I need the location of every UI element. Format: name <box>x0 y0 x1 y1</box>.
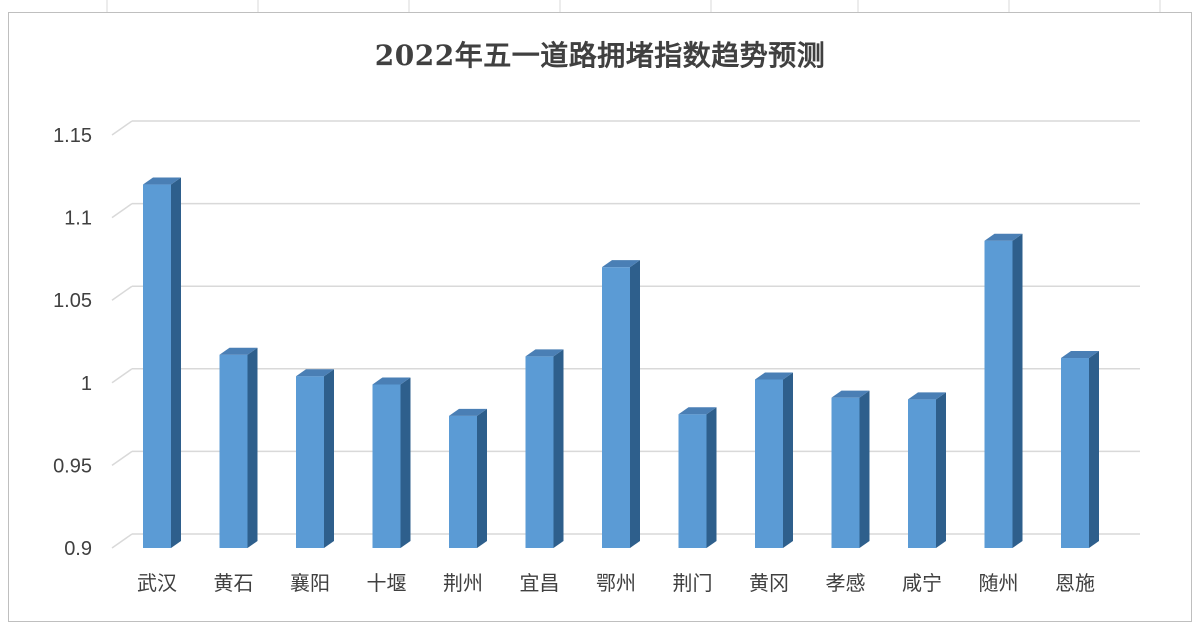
x-tick-label: 黄石 <box>214 571 254 595</box>
bar-side <box>553 349 564 548</box>
bar <box>449 415 477 548</box>
x-tick-label: 襄阳 <box>290 571 330 595</box>
bar <box>602 267 630 548</box>
bar <box>143 184 171 548</box>
gridline-depth <box>111 533 133 549</box>
y-tick-label: 1.1 <box>64 208 92 230</box>
bar-top <box>831 390 870 398</box>
gridline-depth <box>111 368 133 384</box>
y-tick-label: 0.9 <box>64 538 92 560</box>
bar-top <box>219 347 258 355</box>
gridline-depth <box>111 450 133 467</box>
y-tick-label: 1.15 <box>53 125 92 147</box>
x-tick-label: 随州 <box>979 571 1019 595</box>
bar <box>525 356 554 548</box>
bar-top <box>296 369 334 377</box>
x-tick-label: 荆州 <box>443 571 483 595</box>
bar-top <box>1061 351 1099 359</box>
x-tick-label: 黄冈 <box>749 571 789 595</box>
x-tick-label: 恩施 <box>1055 571 1095 595</box>
bar <box>984 240 1013 548</box>
top-gridlines <box>106 0 1161 12</box>
bar <box>678 414 707 548</box>
bar-top <box>602 260 640 268</box>
bar-top <box>143 177 181 185</box>
x-tick-label: 孝感 <box>826 571 866 595</box>
bar-side <box>783 372 793 548</box>
y-tick-label: 1 <box>81 373 92 395</box>
bar-side <box>859 390 870 548</box>
bar-top <box>372 377 411 385</box>
bar-top <box>984 233 1023 241</box>
bar-side <box>706 407 717 548</box>
gridline-depth <box>111 202 133 219</box>
x-tick-label: 武汉 <box>137 571 177 595</box>
bar-side <box>477 408 487 548</box>
bar-top <box>755 372 793 380</box>
x-tick-label: 荆门 <box>673 571 713 595</box>
bar-side <box>171 177 181 548</box>
bar-top <box>678 407 717 415</box>
bar <box>219 354 248 548</box>
x-tick-label: 十堰 <box>367 571 407 595</box>
x-tick-label: 鄂州 <box>596 571 636 595</box>
bar-side <box>1012 233 1023 548</box>
y-tick-label: 1.05 <box>53 290 92 312</box>
gridline-depth <box>111 120 133 136</box>
bar <box>1061 358 1089 548</box>
bar-side <box>1089 351 1099 548</box>
bar-side <box>324 369 334 548</box>
bar-side <box>936 392 946 548</box>
bar <box>908 399 936 548</box>
chart-title: 2022年五一道路拥堵指数趋势预测 <box>374 39 826 72</box>
x-tick-label: 宜昌 <box>520 571 560 595</box>
bar-side <box>247 347 258 548</box>
bar <box>296 376 324 548</box>
gridline-depth <box>111 285 133 301</box>
bar-top <box>908 392 946 400</box>
bar-side <box>630 260 640 548</box>
bar <box>372 384 401 548</box>
bar <box>831 397 860 548</box>
x-tick-label: 咸宁 <box>902 571 942 595</box>
bar-top <box>449 408 487 416</box>
bar-side <box>400 377 411 548</box>
y-tick-label: 0.95 <box>53 455 92 477</box>
bar <box>755 379 783 548</box>
bar-top <box>525 349 564 357</box>
